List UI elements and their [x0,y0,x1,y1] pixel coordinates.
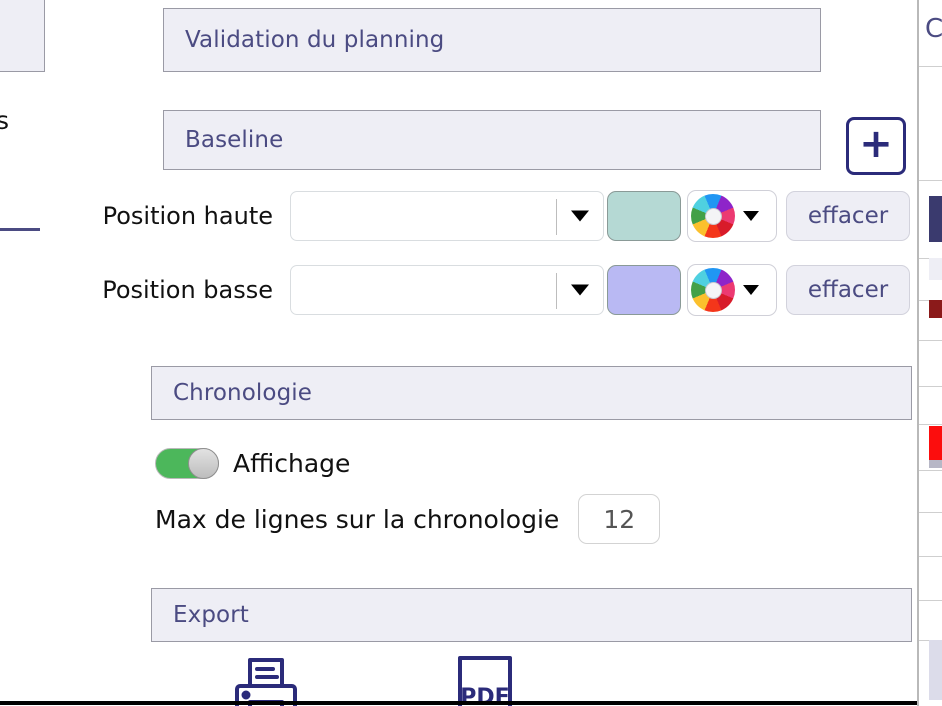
chevron-down-icon [743,285,759,295]
position-basse-label: Position basse [102,276,273,304]
position-haute-clear-button[interactable]: effacer [786,191,910,241]
select-divider [556,273,557,309]
position-basse-color-swatch[interactable] [607,265,681,315]
section-header-validation[interactable]: Validation du planning [163,8,821,72]
position-basse-clear-button[interactable]: effacer [786,265,910,315]
affichage-toggle-label: Affichage [233,448,351,478]
max-lines-row: Max de lignes sur la chronologie 12 [155,494,661,544]
section-header-chronologie-label: Chronologie [173,380,313,406]
color-wheel-icon [691,194,735,238]
gantt-bar [929,196,942,242]
position-basse-color-picker-button[interactable] [687,264,777,316]
section-header-chronologie[interactable]: Chronologie [151,366,912,420]
position-basse-select[interactable] [290,265,604,315]
chevron-down-icon [571,210,589,222]
section-header-baseline[interactable]: Baseline [163,110,821,170]
position-basse-clear-label: effacer [807,277,889,303]
add-baseline-button[interactable]: + [846,117,906,175]
svg-text:PDF: PDF [460,685,509,706]
select-divider [556,199,557,235]
affichage-toggle-row: Affichage [155,440,350,486]
color-wheel-icon [691,268,735,312]
gantt-bar [929,640,942,700]
position-haute-row: Position haute effacer [0,190,942,242]
max-lines-label: Max de lignes sur la chronologie [155,504,560,534]
position-haute-select[interactable] [290,191,604,241]
affichage-toggle[interactable] [155,447,219,479]
clipped-panel-fragment-top-left [0,0,45,72]
pdf-icon[interactable]: PDF [457,656,513,706]
max-lines-input[interactable]: 12 [578,494,661,544]
position-basse-row: Position basse effacer [0,264,942,316]
position-haute-color-picker-button[interactable] [687,190,777,242]
clipped-underline-fragment [0,228,40,231]
bottom-divider [0,701,917,705]
position-haute-label: Position haute [102,202,273,230]
section-header-export[interactable]: Export [151,588,912,642]
section-header-export-label: Export [173,602,249,628]
section-header-validation-label: Validation du planning [185,27,445,53]
max-lines-value: 12 [603,504,636,534]
gantt-bar [929,300,942,318]
chevron-down-icon [571,284,589,296]
toggle-knob [188,447,219,479]
clipped-gantt-strip: C [917,0,942,706]
printer-icon[interactable] [233,658,299,706]
gantt-bar [929,460,942,468]
chevron-down-icon [743,211,759,221]
position-haute-clear-label: effacer [807,203,889,229]
clipped-text-fragment-right: C [925,14,942,44]
clipped-text-fragment-left: s [0,106,10,135]
section-header-baseline-label: Baseline [185,127,284,153]
gantt-bar [929,426,942,460]
position-haute-color-swatch[interactable] [607,191,681,241]
plus-icon: + [859,121,893,167]
gantt-bar [929,258,942,280]
